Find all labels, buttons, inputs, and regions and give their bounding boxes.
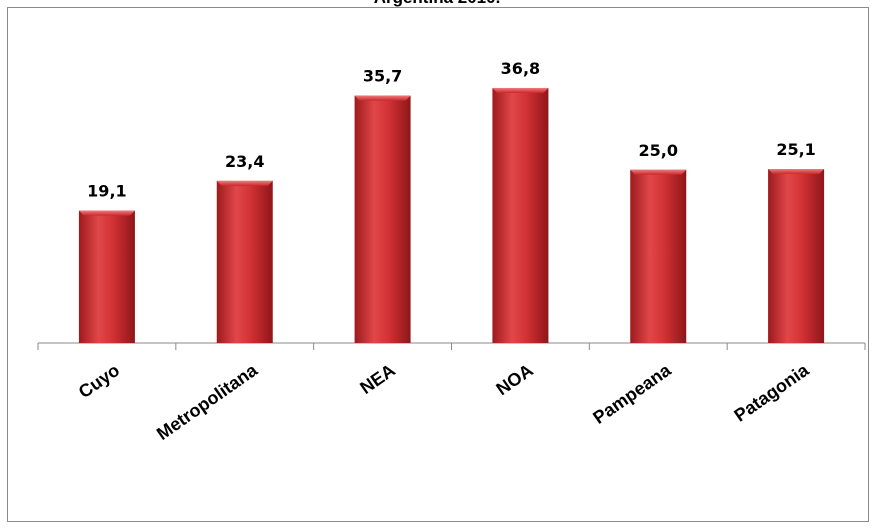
bar-noa <box>492 87 549 343</box>
data-label: 36,8 <box>501 59 540 78</box>
bar-top-bevel <box>768 169 825 175</box>
bar-metropolitana <box>216 180 273 343</box>
category-label: Patagonia <box>730 359 813 425</box>
data-label: 19,1 <box>87 182 126 201</box>
bar <box>354 95 411 343</box>
bar-top-bevel <box>492 87 549 93</box>
bar-top-bevel <box>630 169 687 175</box>
data-label: 23,4 <box>225 152 264 171</box>
data-label: 25,0 <box>639 141 678 160</box>
bar-top-bevel <box>78 210 135 216</box>
bar <box>768 169 825 343</box>
category-label: Metropolitana <box>153 359 262 444</box>
category-label: Cuyo <box>75 360 123 402</box>
bar <box>630 169 687 343</box>
chart-title: Argentina 2010. <box>0 0 874 8</box>
data-label: 25,1 <box>776 140 815 159</box>
data-label: 35,7 <box>363 67 402 86</box>
bar-top-bevel <box>354 95 411 101</box>
bar <box>78 210 135 343</box>
bar <box>216 180 273 343</box>
bar-nea <box>354 95 411 343</box>
bar-top-bevel <box>216 180 273 186</box>
category-label: NOA <box>492 360 536 399</box>
category-label: NEA <box>356 360 399 398</box>
category-label: Pampeana <box>589 359 675 428</box>
bar-cuyo <box>78 210 135 343</box>
bar <box>492 87 549 343</box>
bar-patagonia <box>768 169 825 343</box>
chart-frame <box>7 7 869 522</box>
bar-pampeana <box>630 169 687 343</box>
